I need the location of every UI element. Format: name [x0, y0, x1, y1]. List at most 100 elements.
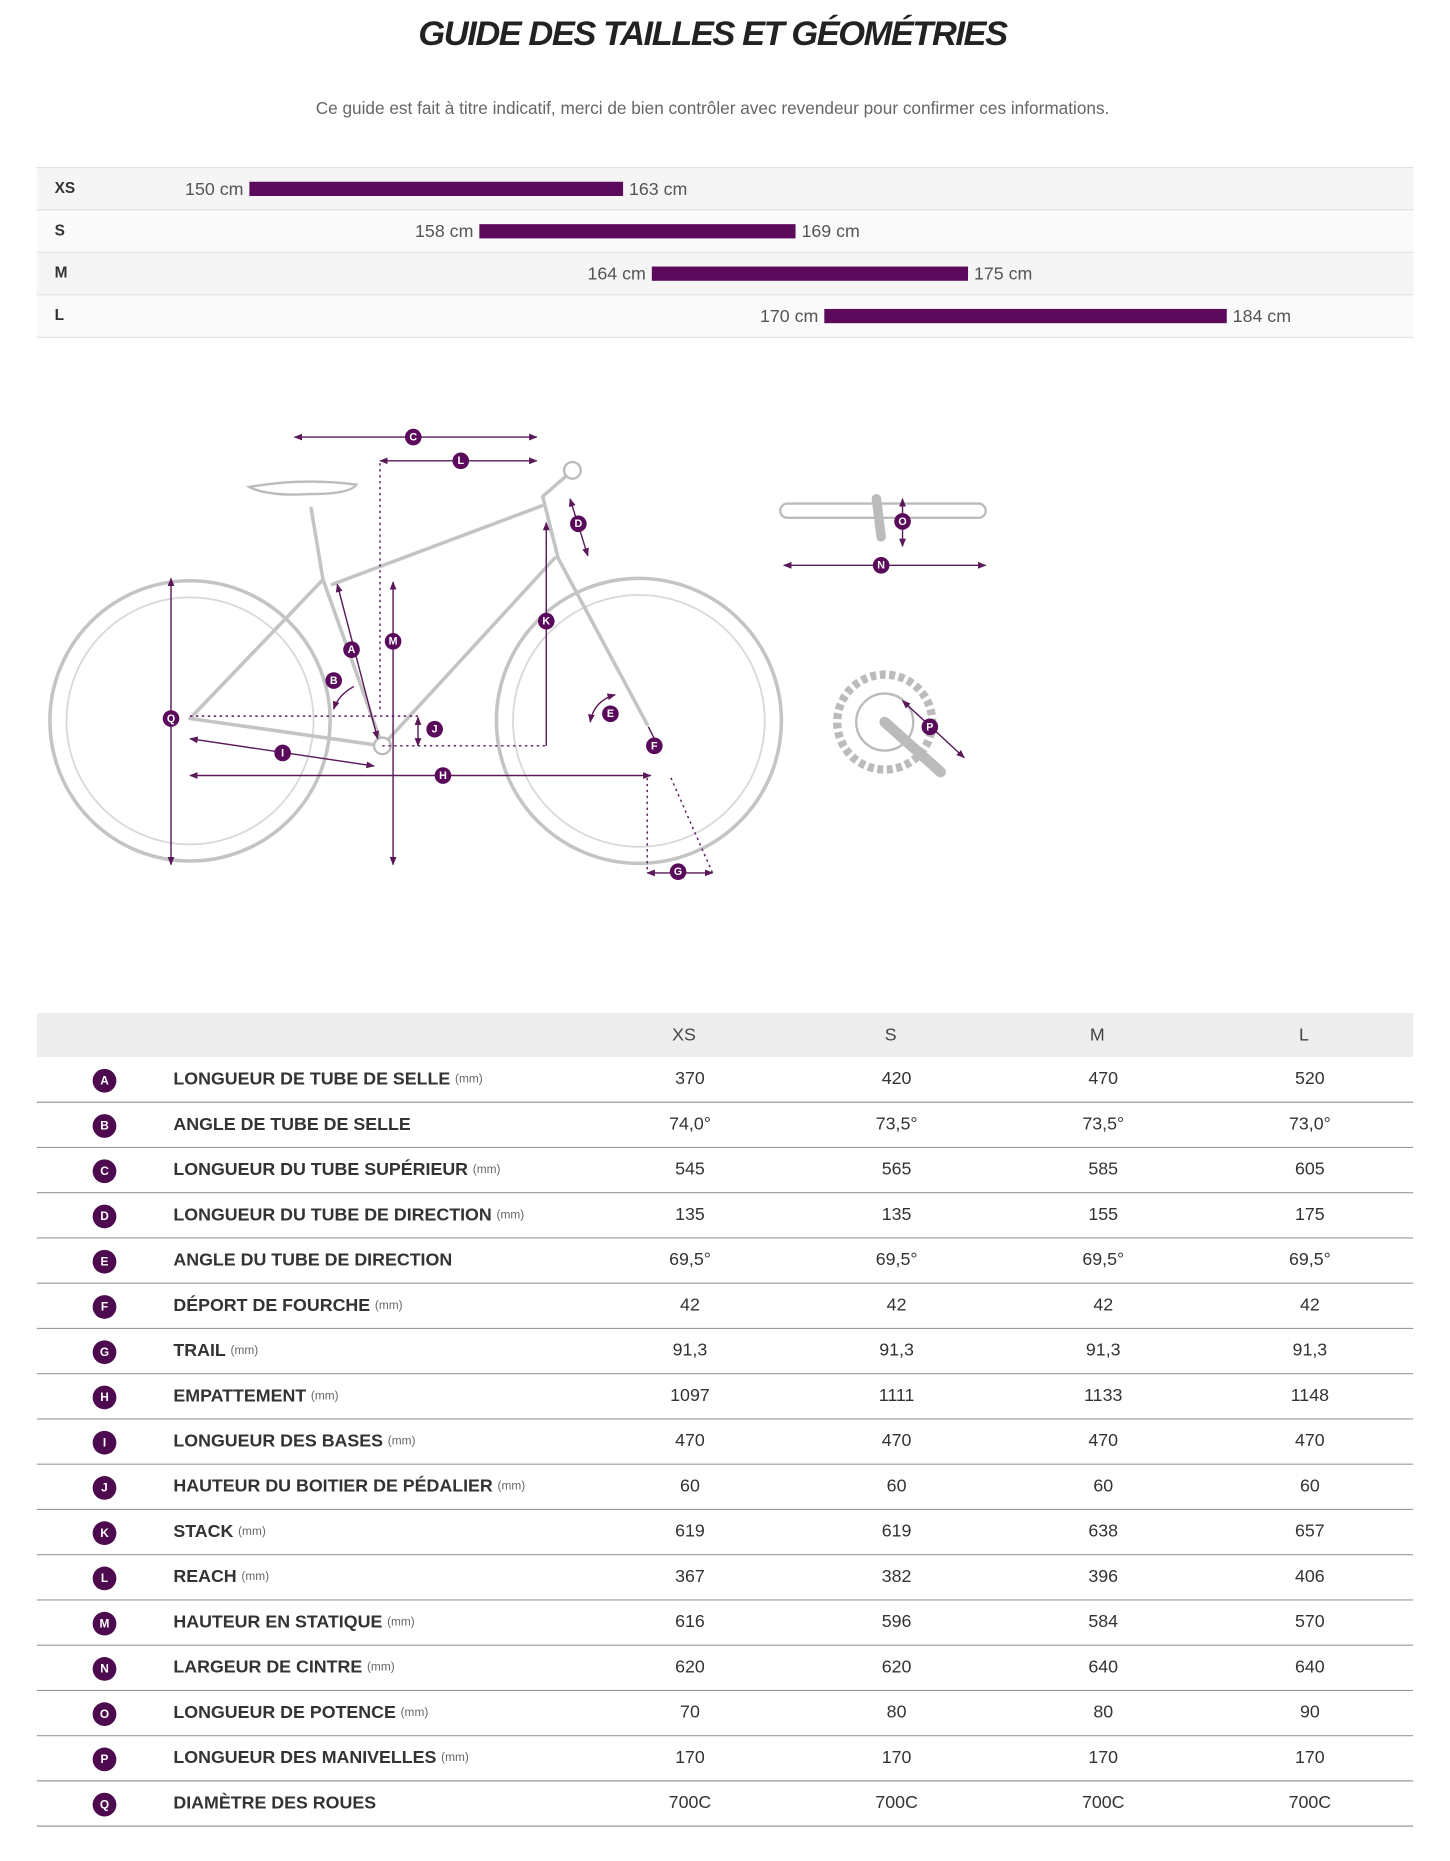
letter-badge — [92, 1340, 117, 1365]
cell-value: 42 — [1300, 1294, 1320, 1314]
letter: P — [101, 1752, 109, 1766]
diagram-tag: K — [537, 612, 555, 630]
unit: (mm) — [473, 1162, 501, 1176]
cell-value: 470 — [1295, 1430, 1325, 1450]
cell-value: 584 — [1088, 1611, 1118, 1631]
tag-circle — [384, 633, 402, 650]
cell-value: 135 — [882, 1204, 912, 1224]
cell-value: 1097 — [670, 1385, 710, 1405]
unit: (mm) — [455, 1072, 483, 1086]
tag-circle — [404, 428, 422, 446]
tag-circle — [325, 672, 343, 689]
row-label: ANGLE DE TUBE DE SELLE — [173, 1113, 410, 1133]
size-bar — [651, 266, 969, 281]
row-label: TRAIL (mm) — [173, 1340, 258, 1360]
row-label: LONGUEUR DES MANIVELLES (mm) — [173, 1747, 468, 1767]
tag-letter: N — [877, 560, 885, 572]
cell-value: 640 — [1295, 1656, 1325, 1676]
cell-value: 620 — [675, 1656, 705, 1676]
tag-circle — [570, 515, 587, 533]
cell-value: 155 — [1088, 1204, 1118, 1224]
cell-value: 545 — [675, 1159, 705, 1179]
label-text: TRAIL — [173, 1340, 226, 1360]
cell-value: 470 — [675, 1430, 705, 1450]
diagram-tag: O — [894, 513, 911, 530]
tag-circle — [602, 705, 619, 723]
size-max-label: 163 cm — [629, 179, 687, 199]
cell-value: 42 — [1093, 1294, 1113, 1314]
cell-value: 638 — [1088, 1521, 1118, 1541]
tag-circle — [162, 710, 180, 727]
cell-value: 80 — [887, 1702, 907, 1722]
cell-value: 69,5° — [669, 1249, 711, 1269]
size-label: XS — [55, 180, 76, 197]
cell-value: 135 — [675, 1204, 705, 1224]
size-bar — [824, 308, 1227, 324]
cell-value: 585 — [1088, 1159, 1118, 1179]
table-header — [36, 1013, 1414, 1057]
letter: J — [101, 1481, 108, 1495]
unit: (mm) — [388, 1434, 416, 1448]
unit: (mm) — [367, 1660, 395, 1674]
unit: (mm) — [238, 1524, 266, 1538]
letter-badge — [92, 1792, 117, 1817]
diagram-tag: G — [669, 863, 687, 881]
bike-diagram — [48, 433, 987, 877]
diagram-tag: M — [384, 633, 402, 650]
letter-badge — [92, 1249, 117, 1274]
column-header: S — [885, 1024, 897, 1044]
tag-letter: P — [926, 721, 933, 733]
unit: (mm) — [441, 1750, 469, 1764]
letter: E — [101, 1254, 109, 1268]
label-text: EMPATTEMENT — [173, 1385, 306, 1405]
size-min-label: 170 cm — [760, 306, 818, 326]
cell-value: 1111 — [879, 1385, 915, 1405]
cell-value: 640 — [1088, 1656, 1118, 1676]
cell-value: 170 — [882, 1747, 912, 1767]
tag-letter: F — [651, 740, 658, 752]
column-header: M — [1090, 1024, 1105, 1044]
tag-letter: H — [439, 770, 447, 782]
cell-value: 596 — [882, 1611, 912, 1631]
cell-value: 565 — [882, 1159, 912, 1179]
column-header: XS — [672, 1024, 696, 1044]
size-max-label: 184 cm — [1233, 306, 1291, 326]
row-label: LONGUEUR DE TUBE DE SELLE (mm) — [173, 1068, 482, 1088]
row-label: LONGUEUR DE POTENCE (mm) — [173, 1702, 428, 1722]
diagram-tag: B — [325, 672, 343, 689]
cell-value: 69,5° — [1289, 1249, 1331, 1269]
label-text: LONGUEUR DE POTENCE — [173, 1702, 396, 1722]
column-header: L — [1299, 1024, 1309, 1044]
unit: (mm) — [311, 1388, 339, 1402]
diagram-tag: P — [921, 718, 939, 736]
cell-value: 73,5° — [1082, 1113, 1124, 1133]
letter: I — [103, 1435, 106, 1449]
cell-value: 470 — [882, 1430, 912, 1450]
tag-circle — [894, 513, 911, 530]
unit: (mm) — [231, 1343, 259, 1357]
cell-value: 74,0° — [669, 1113, 711, 1133]
size-bar — [479, 224, 796, 239]
unit: (mm) — [497, 1207, 525, 1221]
cell-value: 60 — [1093, 1475, 1113, 1495]
cell-value: 70 — [680, 1702, 700, 1722]
cell-value: 42 — [887, 1294, 907, 1314]
cell-value: 570 — [1295, 1611, 1325, 1631]
tag-letter: I — [281, 747, 284, 759]
cell-value: 73,0° — [1289, 1113, 1331, 1133]
cell-value: 80 — [1093, 1702, 1113, 1722]
label-text: HAUTEUR DU BOITIER DE PÉDALIER — [173, 1474, 493, 1495]
cell-value: 657 — [1295, 1521, 1325, 1541]
cell-value: 367 — [675, 1566, 705, 1586]
cell-value: 42 — [680, 1294, 700, 1314]
cell-value: 700C — [875, 1792, 918, 1812]
row-label: DIAMÈTRE DES ROUES — [173, 1791, 376, 1812]
letter-badge — [92, 1476, 117, 1500]
unit: (mm) — [401, 1705, 429, 1719]
cell-value: 170 — [1295, 1747, 1325, 1767]
diagram-tags: A B C D E F G H I J K L M N O P Q — [162, 428, 939, 881]
tag-letter: L — [458, 455, 465, 467]
letter-badge — [92, 1747, 117, 1772]
